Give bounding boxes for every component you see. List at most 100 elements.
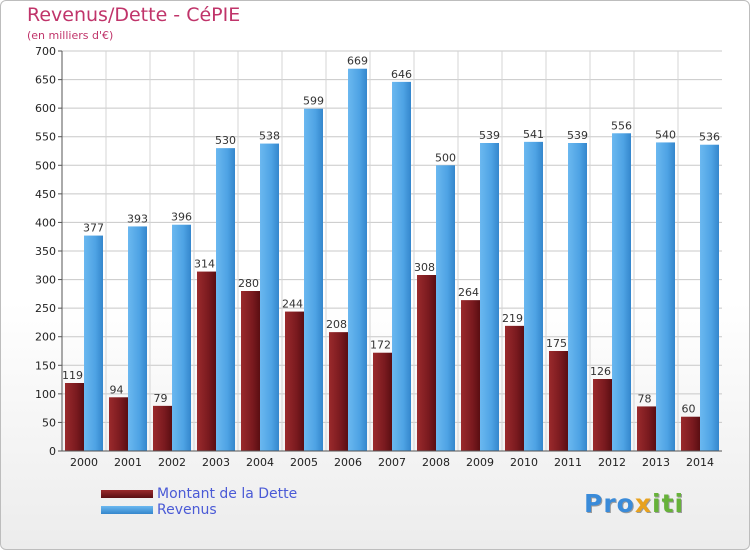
bar-revenue-2014: [700, 144, 719, 451]
data-label-debt-2000: 119: [62, 369, 83, 382]
y-tick-label-700: 700: [35, 45, 56, 58]
bar-debt-2009: [461, 300, 480, 451]
brand-logo: Proxiti: [584, 489, 684, 518]
data-label-debt-2014: 60: [682, 403, 696, 416]
legend-swatch-debt: [101, 490, 153, 498]
data-label-debt-2010: 219: [502, 312, 523, 325]
x-tick-label-2010: 2010: [510, 456, 538, 469]
data-label-debt-2006: 208: [326, 318, 347, 331]
brand-logo-letter: P: [584, 489, 604, 518]
bar-revenue-2011: [568, 143, 587, 451]
data-label-revenue-2000: 377: [83, 222, 104, 235]
y-tick-label-250: 250: [35, 302, 56, 315]
bar-debt-2008: [417, 275, 436, 451]
bar-revenue-2001: [128, 226, 147, 451]
data-label-revenue-2013: 540: [655, 128, 676, 141]
chart-title: Revenus/Dette - CéPIE: [27, 4, 241, 26]
data-label-revenue-2004: 538: [259, 130, 280, 143]
bar-revenue-2010: [524, 141, 543, 451]
bar-revenue-2008: [436, 165, 455, 452]
data-label-debt-2004: 280: [238, 277, 259, 290]
y-tick-label-300: 300: [35, 274, 56, 287]
x-tick-label-2004: 2004: [246, 456, 274, 469]
x-tick-label-2012: 2012: [598, 456, 626, 469]
x-tick-label-2009: 2009: [466, 456, 494, 469]
y-tick-label-50: 50: [42, 416, 56, 429]
y-tick-label-0: 0: [49, 445, 56, 458]
y-tick-label-400: 400: [35, 216, 56, 229]
data-label-revenue-2014: 536: [699, 131, 720, 144]
bar-revenue-2012: [612, 133, 631, 452]
bar-debt-2013: [637, 406, 656, 451]
bar-debt-2001: [109, 397, 128, 451]
data-label-revenue-2007: 646: [391, 68, 412, 81]
axes-layer: 0 50 100 150 200 250 300 350 400 450 500 550 600 650 7…: [35, 45, 722, 469]
bar-revenue-2006: [348, 68, 367, 451]
bar-debt-2004: [241, 291, 260, 451]
y-tick-label-450: 450: [35, 188, 56, 201]
y-tick-label-150: 150: [35, 359, 56, 372]
data-label-revenue-2003: 530: [215, 134, 236, 147]
data-label-debt-2009: 264: [458, 286, 479, 299]
data-label-revenue-2012: 556: [611, 119, 632, 132]
data-label-debt-2013: 78: [638, 392, 652, 405]
brand-logo-letter: o: [616, 489, 635, 518]
bar-revenue-2000: [84, 235, 103, 451]
y-tick-label-500: 500: [35, 159, 56, 172]
data-label-debt-2011: 175: [546, 337, 567, 350]
bar-debt-2014: [681, 416, 700, 451]
y-tick-label-600: 600: [35, 102, 56, 115]
legend-swatch-revenue: [101, 506, 153, 514]
data-label-revenue-2009: 539: [479, 129, 500, 142]
bar-revenue-2002: [172, 224, 191, 451]
brand-logo-letter: t: [661, 489, 675, 518]
x-tick-label-2001: 2001: [114, 456, 142, 469]
x-tick-label-2014: 2014: [686, 456, 714, 469]
bar-debt-2011: [549, 351, 568, 451]
x-tick-label-2002: 2002: [158, 456, 186, 469]
x-tick-label-2011: 2011: [554, 456, 582, 469]
bar-debt-2007: [373, 352, 392, 451]
data-label-revenue-2001: 393: [127, 212, 148, 225]
data-label-debt-2001: 94: [110, 383, 124, 396]
bar-debt-2005: [285, 311, 304, 451]
bar-debt-2012: [593, 379, 612, 451]
x-tick-label-2013: 2013: [642, 456, 670, 469]
bar-debt-2006: [329, 332, 348, 451]
data-label-revenue-2008: 500: [435, 151, 456, 164]
data-label-debt-2002: 79: [154, 392, 168, 405]
y-tick-label-550: 550: [35, 131, 56, 144]
data-label-debt-2012: 126: [590, 365, 611, 378]
bar-revenue-2005: [304, 108, 323, 451]
chart-subtitle: (en milliers d'€): [27, 29, 114, 42]
brand-logo-letter: r: [603, 489, 617, 518]
labels-layer: 119 377 94 393 79 396 314 530 280 538 244 599 208 669…: [62, 55, 720, 416]
bar-revenue-2007: [392, 81, 411, 451]
bar-debt-2002: [153, 405, 172, 451]
bar-debt-2010: [505, 325, 524, 451]
data-label-debt-2007: 172: [370, 339, 391, 352]
bar-revenue-2013: [656, 142, 675, 451]
data-label-debt-2008: 308: [414, 261, 435, 274]
x-tick-label-2006: 2006: [334, 456, 362, 469]
legend-label-debt: Montant de la Dette: [157, 486, 298, 502]
brand-logo-letter: x: [634, 489, 652, 518]
data-label-revenue-2006: 669: [347, 55, 368, 68]
x-tick-label-2005: 2005: [290, 456, 318, 469]
brand-logo-letter: i: [652, 489, 662, 518]
brand-logo-letter: i: [674, 489, 685, 518]
y-tick-label-650: 650: [35, 74, 56, 87]
data-label-revenue-2005: 599: [303, 95, 324, 108]
data-label-revenue-2010: 541: [523, 128, 544, 141]
y-tick-label-200: 200: [35, 331, 56, 344]
bar-debt-2003: [197, 271, 216, 451]
data-label-debt-2005: 244: [282, 298, 303, 311]
x-tick-label-2003: 2003: [202, 456, 230, 469]
data-label-revenue-2011: 539: [567, 129, 588, 142]
data-label-revenue-2002: 396: [171, 211, 192, 224]
legend-label-revenue: Revenus: [157, 502, 217, 518]
bars-layer: [65, 68, 719, 452]
x-tick-label-2007: 2007: [378, 456, 406, 469]
